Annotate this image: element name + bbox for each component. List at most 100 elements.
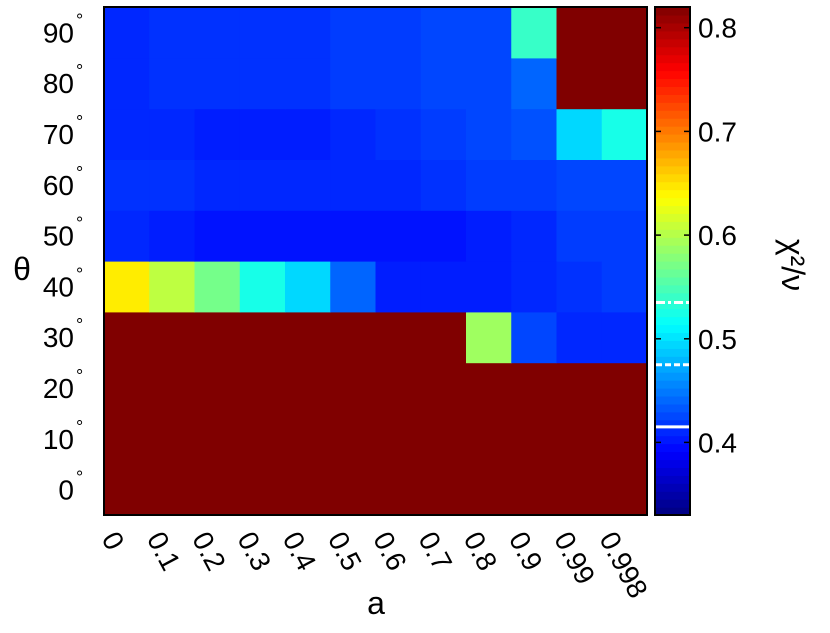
y-tick-degree: °	[76, 61, 83, 81]
heatmap-cell	[511, 261, 558, 313]
heatmap-cell	[194, 210, 241, 262]
heatmap-cell	[104, 108, 150, 160]
x-tick-label: 0.4	[277, 527, 323, 576]
colorbar-tick-label: 0.5	[698, 324, 737, 355]
heatmap-cell	[330, 210, 377, 262]
heatmap-cell	[375, 108, 422, 160]
colorbar-band	[655, 411, 690, 421]
colorbar-band	[655, 181, 690, 191]
heatmap-cell	[104, 311, 150, 364]
colorbar-band	[655, 427, 690, 437]
colorbar-band	[655, 189, 690, 199]
y-tick-degree: °	[76, 417, 83, 437]
colorbar-tick-label: 0.7	[698, 116, 737, 147]
heatmap-cell	[239, 413, 286, 465]
heatmap-cell	[420, 311, 467, 364]
colorbar-band	[655, 380, 690, 389]
colorbar-band	[655, 467, 690, 476]
heatmap-cell	[149, 7, 196, 59]
colorbar-band	[655, 300, 690, 310]
heatmap-cell	[466, 413, 512, 465]
heatmap-cell	[601, 311, 648, 364]
heatmap-cell	[511, 108, 558, 160]
colorbar-band	[655, 507, 690, 516]
colorbar-band	[655, 499, 690, 508]
y-tick-label: 90	[43, 17, 74, 48]
colorbar-band	[655, 141, 690, 151]
heatmap-cell	[149, 311, 196, 364]
heatmap-cell	[601, 261, 648, 313]
heatmap-cell	[330, 261, 377, 313]
x-tick-label: 0.5	[322, 527, 368, 576]
plot-frame	[103, 6, 648, 516]
heatmap-cell	[420, 464, 467, 516]
heatmap-cell	[375, 159, 422, 211]
colorbar-tick-labels: 0.4 0.5 0.6 0.7 0.8	[655, 13, 737, 458]
y-tick-degree: °	[76, 315, 83, 335]
heatmap-cell	[601, 159, 648, 211]
colorbar-band	[655, 165, 690, 175]
heatmap-cell	[466, 464, 512, 516]
colorbar-band	[655, 70, 690, 80]
x-axis-label: a	[367, 585, 385, 621]
heatmap-cell	[375, 7, 422, 59]
colorbar-band	[655, 284, 690, 294]
heatmap-cell	[194, 362, 241, 414]
colorbar-band	[655, 54, 690, 64]
colorbar-band	[655, 276, 690, 286]
colorbar-band	[655, 86, 690, 95]
heatmap-cell	[511, 210, 558, 262]
colorbar-label: χ²/ν	[775, 239, 811, 291]
heatmap-cell	[511, 413, 558, 465]
y-tick-degree: °	[76, 214, 83, 234]
colorbar-band	[655, 253, 690, 262]
colorbar-band	[655, 324, 690, 334]
heatmap-cell	[239, 159, 286, 211]
heatmap-cell	[601, 108, 648, 160]
y-axis-label: θ	[13, 251, 31, 287]
x-tick-label: 0	[96, 527, 131, 555]
heatmap-cell	[239, 464, 286, 516]
colorbar-band	[655, 459, 690, 468]
heatmap-cell	[420, 108, 467, 160]
colorbar-band	[655, 94, 690, 103]
heatmap-cell	[556, 57, 603, 110]
colorbar-band	[655, 388, 690, 397]
colorbar-frame	[654, 6, 691, 516]
heatmap-cell	[420, 159, 467, 211]
colorbar-band	[655, 395, 690, 405]
heatmap-cell	[104, 7, 150, 59]
colorbar-band	[655, 451, 690, 461]
colorbar-band	[655, 419, 690, 429]
heatmap-cell	[239, 362, 286, 414]
heatmap-cell	[420, 7, 467, 59]
heatmap-cell	[149, 261, 196, 313]
heatmap-cell	[330, 57, 377, 110]
heatmap-cell	[149, 362, 196, 414]
heatmap-cell	[104, 362, 150, 414]
x-tick-label: 0.3	[231, 527, 277, 576]
heatmap-cell	[420, 57, 467, 110]
colorbar-band	[655, 38, 690, 48]
heatmap-cell	[330, 311, 377, 364]
heatmap-cell	[239, 57, 286, 110]
x-tick-label: 0.6	[367, 527, 413, 576]
heatmap-cell	[194, 261, 241, 313]
heatmap-cell	[511, 159, 558, 211]
heatmap-cell	[194, 108, 241, 160]
heatmap-cell	[511, 464, 558, 516]
colorbar-band	[655, 356, 690, 365]
heatmap-cell	[285, 464, 331, 516]
x-tick-label: 0.2	[186, 527, 232, 576]
heatmap-cell	[556, 108, 603, 160]
colorbar-band	[655, 7, 690, 16]
colorbar-band	[655, 372, 690, 381]
heatmap-cell	[330, 7, 377, 59]
heatmap-cell	[239, 311, 286, 364]
heatmap-cell	[601, 362, 648, 414]
heatmap-cell	[556, 7, 603, 59]
colorbar-band	[655, 30, 690, 40]
x-tick-label: 0.8	[458, 527, 504, 576]
